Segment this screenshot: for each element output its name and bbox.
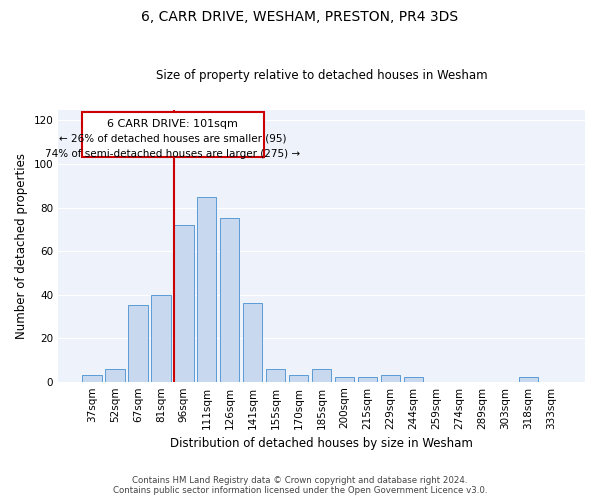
Bar (358, 378, 377, 382)
Bar (312, 368, 331, 382)
Bar (174, 225, 194, 382)
Bar (82, 375, 101, 382)
Bar (381, 375, 400, 382)
Bar (151, 294, 170, 382)
X-axis label: Distribution of detached houses by size in Wesham: Distribution of detached houses by size … (170, 437, 473, 450)
Bar (404, 378, 423, 382)
Text: 6, CARR DRIVE, WESHAM, PRESTON, PR4 3DS: 6, CARR DRIVE, WESHAM, PRESTON, PR4 3DS (142, 10, 458, 24)
Y-axis label: Number of detached properties: Number of detached properties (15, 152, 28, 338)
Bar (220, 218, 239, 382)
Bar (82, 112, 264, 158)
Bar (128, 306, 148, 382)
Text: 74% of semi-detached houses are larger (275) →: 74% of semi-detached houses are larger (… (45, 148, 301, 158)
Bar (518, 378, 538, 382)
Bar (335, 378, 355, 382)
Bar (289, 375, 308, 382)
Text: Contains HM Land Registry data © Crown copyright and database right 2024.
Contai: Contains HM Land Registry data © Crown c… (113, 476, 487, 495)
Bar (243, 304, 262, 382)
Bar (266, 368, 286, 382)
Text: ← 26% of detached houses are smaller (95): ← 26% of detached houses are smaller (95… (59, 134, 287, 143)
Text: 6 CARR DRIVE: 101sqm: 6 CARR DRIVE: 101sqm (107, 120, 238, 130)
Bar (197, 196, 217, 382)
Title: Size of property relative to detached houses in Wesham: Size of property relative to detached ho… (156, 69, 487, 82)
Bar (105, 368, 125, 382)
